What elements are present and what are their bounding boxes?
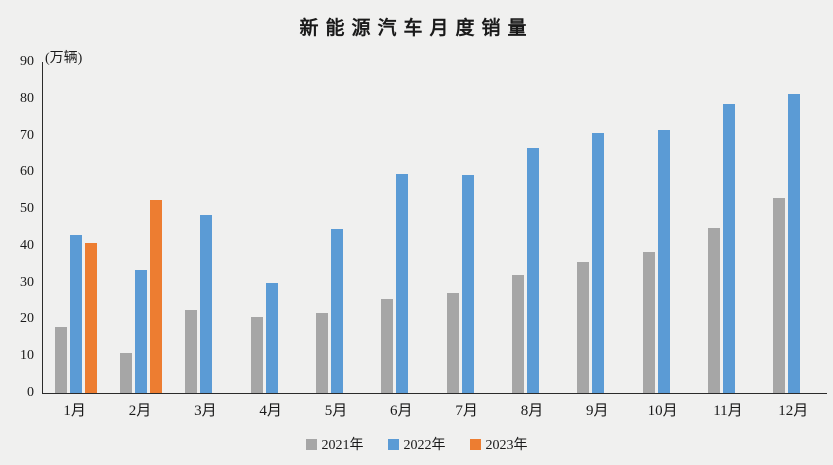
bar-group-6月 (370, 62, 435, 393)
bar-2021年-2月 (119, 352, 132, 393)
bar-2021年-1月 (54, 327, 67, 393)
bar-2022年-11月 (722, 103, 735, 393)
legend-swatch-icon (387, 438, 399, 450)
y-tick-label-80: 80 (20, 90, 34, 106)
bar-2022年-9月 (592, 132, 605, 393)
x-tick-label-7月: 7月 (455, 403, 478, 419)
bar-2022年-8月 (526, 148, 539, 393)
bar-2022年-5月 (330, 228, 343, 393)
y-tick-label-50: 50 (20, 201, 34, 217)
bar-2022年-1月 (69, 234, 82, 393)
bar-group-8月 (500, 62, 565, 393)
plot-area (42, 62, 827, 394)
bar-2021年-9月 (577, 261, 590, 393)
legend-item-2023年: 2023年 (469, 434, 528, 454)
legend-swatch-icon (305, 438, 317, 450)
x-tick-label-3月: 3月 (194, 403, 217, 419)
x-tick-label-9月: 9月 (586, 403, 609, 419)
bar-2021年-3月 (185, 309, 198, 393)
x-tick-label-2月: 2月 (128, 403, 152, 419)
y-tick-label-70: 70 (20, 127, 34, 143)
bar-2022年-7月 (461, 174, 474, 393)
x-tick-label-4月: 4月 (259, 403, 282, 419)
bar-2022年-10月 (657, 130, 670, 393)
x-tick-label-6月: 6月 (390, 403, 413, 419)
bar-2022年-6月 (396, 173, 409, 393)
legend-label: 2021年 (321, 438, 364, 453)
y-axis-unit-label: (万辆) (45, 51, 83, 66)
bar-2021年-6月 (381, 298, 394, 393)
legend-label: 2023年 (485, 438, 528, 453)
x-tick-label-1月: 1月 (63, 403, 86, 419)
bar-2021年-11月 (707, 227, 720, 393)
y-tick-label-90: 90 (20, 54, 34, 69)
x-tick-label-12月: 12月 (778, 403, 809, 419)
bar-group-9月 (566, 62, 631, 393)
bar-2021年-7月 (446, 293, 459, 393)
bar-2021年-5月 (315, 313, 328, 393)
bar-2021年-8月 (511, 274, 524, 393)
legend-item-2022年: 2022年 (387, 434, 446, 454)
bar-2022年-4月 (265, 283, 278, 393)
bar-groups (43, 62, 827, 393)
bar-2022年-12月 (788, 93, 801, 393)
bar-2021年-10月 (642, 252, 655, 393)
bar-group-11月 (696, 62, 761, 393)
bar-group-10月 (631, 62, 696, 393)
x-tick-label-5月: 5月 (324, 403, 348, 419)
bar-group-12月 (762, 62, 827, 393)
x-tick-label-8月: 8月 (520, 403, 544, 419)
y-tick-label-40: 40 (20, 237, 34, 253)
legend-swatch-icon (469, 438, 481, 450)
y-tick-label-60: 60 (20, 164, 34, 180)
bar-2022年-2月 (134, 270, 147, 393)
bar-group-2月 (108, 62, 173, 393)
x-axis-labels: 1月 2月 3月 4月 5月 6月 7月 8月 9月 10月 11月 12月 (42, 399, 826, 420)
bar-group-5月 (304, 62, 369, 393)
x-tick-label-10月: 10月 (647, 403, 678, 419)
legend-label: 2022年 (403, 438, 446, 453)
y-tick-label-30: 30 (20, 274, 34, 290)
bar-group-7月 (435, 62, 500, 393)
y-tick-label-20: 20 (20, 311, 34, 327)
y-tick-label-10: 10 (20, 348, 34, 364)
y-axis-tick-labels: 0 10 20 30 40 50 60 70 80 90 (0, 55, 34, 400)
legend: 2021年 2022年 2023年 (0, 434, 833, 454)
bar-group-1月 (43, 62, 108, 393)
bar-group-4月 (239, 62, 304, 393)
bar-2023年-1月 (84, 242, 97, 393)
bar-2022年-3月 (200, 215, 213, 393)
chart-title: 新能源汽车月度销量 (299, 18, 534, 39)
bar-2023年-2月 (149, 199, 162, 393)
legend-item-2021年: 2021年 (305, 434, 364, 454)
bar-2021年-12月 (773, 197, 786, 393)
bar-2021年-4月 (250, 317, 263, 393)
x-tick-label-11月: 11月 (713, 403, 743, 419)
y-tick-label-0: 0 (27, 385, 34, 400)
bar-group-3月 (174, 62, 239, 393)
